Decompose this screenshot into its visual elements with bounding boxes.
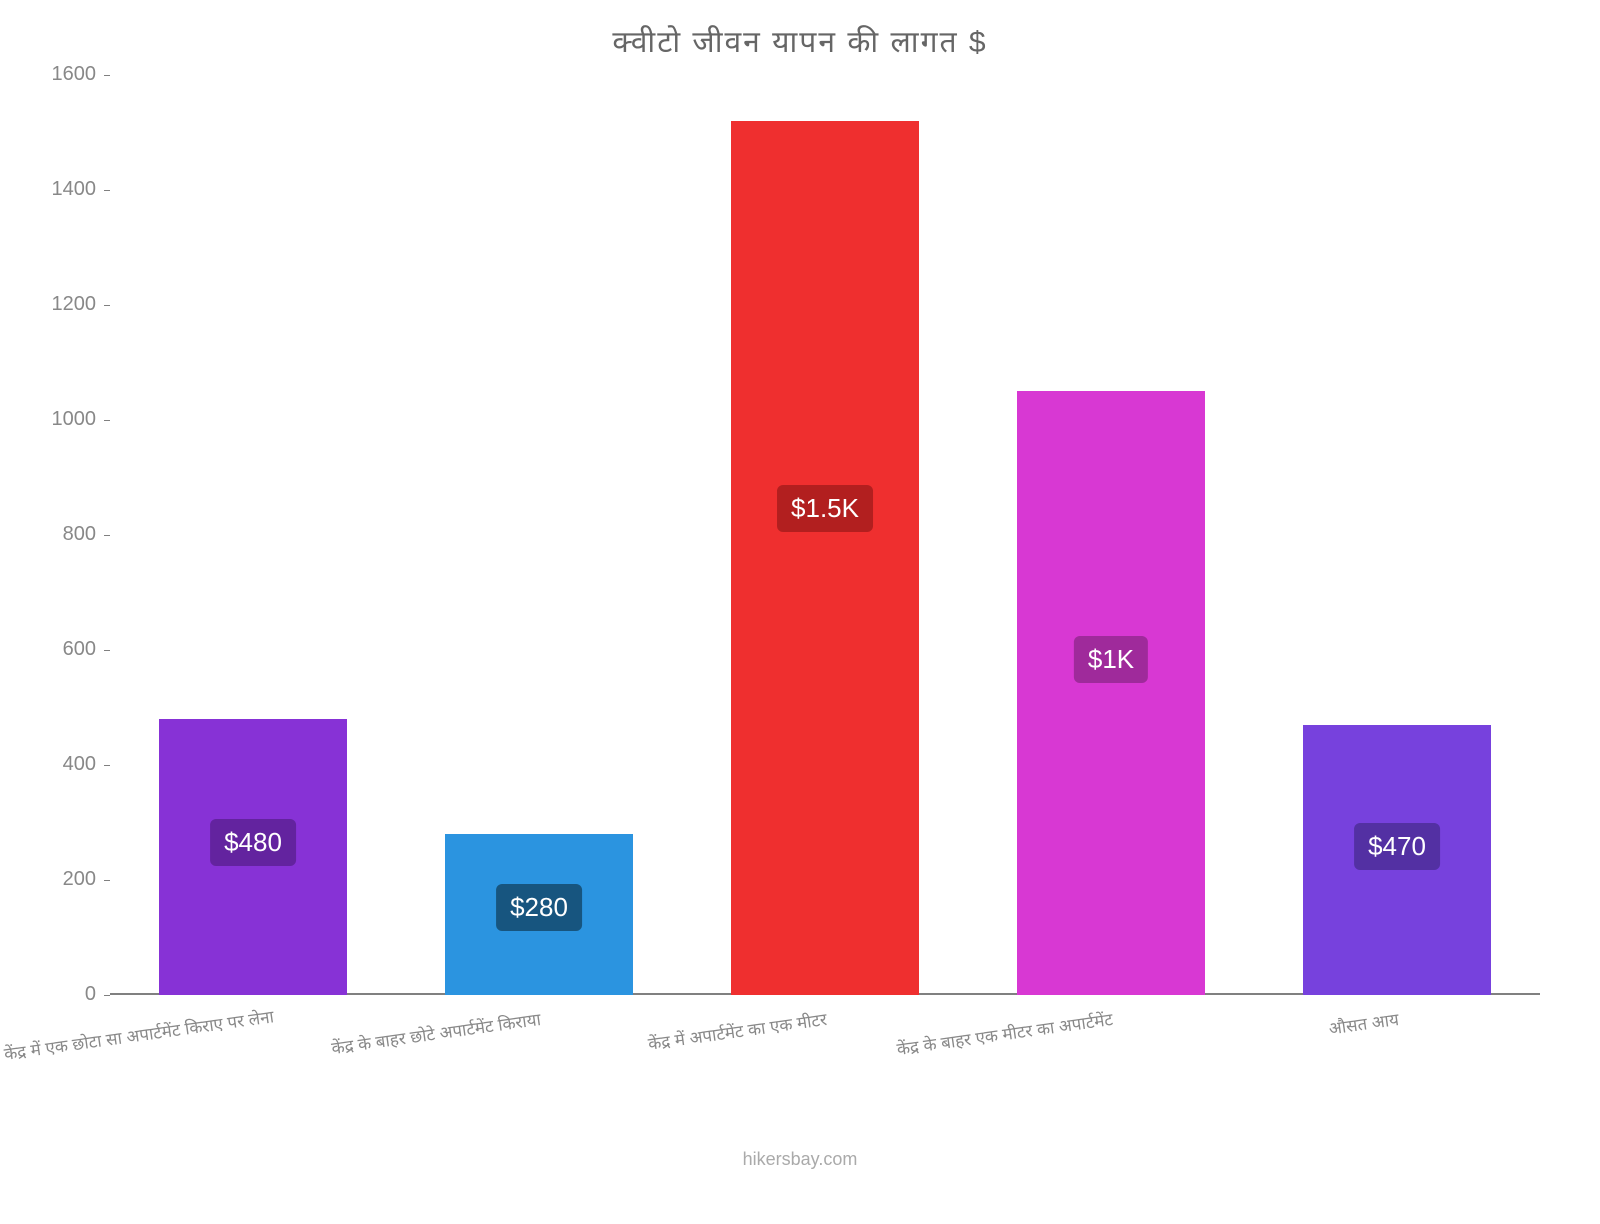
- bar-slot: $480: [110, 75, 396, 995]
- value-label: $280: [496, 884, 582, 931]
- bar-slot: $280: [396, 75, 682, 995]
- value-label: $480: [210, 819, 296, 866]
- y-tick-mark: [104, 75, 110, 76]
- bar-slot: $470: [1254, 75, 1540, 995]
- y-tick-label: 800: [0, 523, 96, 546]
- value-label: $470: [1354, 823, 1440, 870]
- chart-container: क्वीटो जीवन यापन की लागत $ $480 $280 $1.5K…: [0, 0, 1600, 1200]
- y-tick-mark: [104, 650, 110, 651]
- y-tick-mark: [104, 995, 110, 996]
- bars-container: $480 $280 $1.5K $1K $470: [110, 75, 1540, 995]
- y-tick-label: 600: [0, 638, 96, 661]
- chart-title: क्वीटो जीवन यापन की लागत $: [0, 20, 1600, 61]
- y-tick-label: 200: [0, 868, 96, 891]
- y-tick-label: 1400: [0, 178, 96, 201]
- y-tick-mark: [104, 880, 110, 881]
- y-tick-mark: [104, 765, 110, 766]
- bar-slot: $1.5K: [682, 75, 968, 995]
- bar-slot: $1K: [968, 75, 1254, 995]
- y-tick-mark: [104, 420, 110, 421]
- value-label: $1K: [1074, 636, 1148, 683]
- bar: [1017, 391, 1206, 995]
- y-tick-mark: [104, 190, 110, 191]
- y-tick-label: 1000: [0, 408, 96, 431]
- bar: [731, 121, 920, 995]
- y-tick-label: 0: [0, 983, 96, 1006]
- y-tick-label: 400: [0, 753, 96, 776]
- value-label: $1.5K: [777, 485, 873, 532]
- y-tick-label: 1600: [0, 63, 96, 86]
- y-tick-label: 1200: [0, 293, 96, 316]
- y-tick-mark: [104, 305, 110, 306]
- y-tick-mark: [104, 535, 110, 536]
- plot-area: $480 $280 $1.5K $1K $470: [110, 75, 1540, 995]
